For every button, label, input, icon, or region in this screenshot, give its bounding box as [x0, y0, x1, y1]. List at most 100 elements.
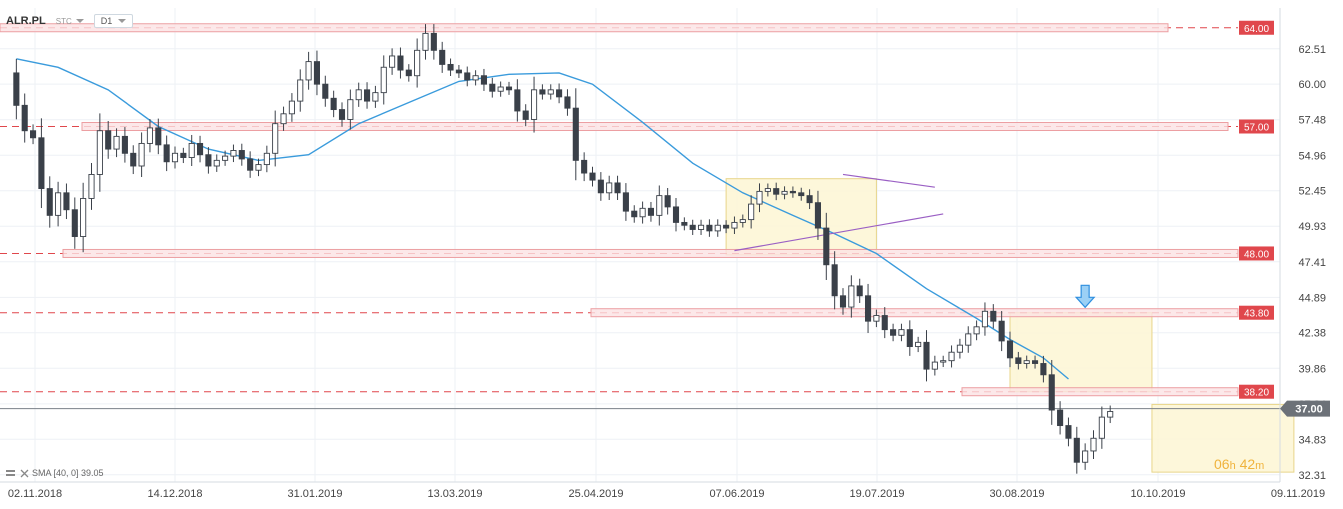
candle-body	[180, 152, 187, 158]
level-label-bg	[1239, 305, 1274, 320]
candle-body	[856, 285, 863, 297]
close-icon[interactable]	[20, 469, 29, 478]
candle-body	[1006, 340, 1014, 359]
candle-body	[614, 182, 621, 194]
candle	[447, 58, 454, 76]
candle-body	[773, 188, 780, 195]
candle	[622, 183, 629, 221]
candle	[505, 81, 513, 95]
candle-body	[171, 152, 179, 163]
candle-body	[622, 192, 629, 212]
candle	[13, 58, 20, 120]
candle-body	[105, 130, 112, 150]
timeframe-dropdown[interactable]: D1	[93, 14, 134, 28]
candle-body	[155, 127, 162, 146]
candle-body	[113, 135, 120, 150]
candle	[464, 66, 471, 87]
candle	[171, 146, 179, 169]
candle	[798, 187, 805, 201]
candle-body	[723, 224, 730, 229]
candle	[739, 214, 746, 228]
candle-body	[672, 206, 680, 223]
zone	[1151, 403, 1295, 473]
candle	[338, 102, 346, 127]
candle	[288, 93, 295, 122]
candle	[55, 181, 62, 227]
candle	[589, 166, 596, 187]
candle-body	[389, 55, 396, 68]
candle-body	[865, 295, 872, 322]
candle-body	[364, 89, 371, 102]
candle-body	[464, 72, 471, 81]
candle	[188, 134, 195, 166]
level-band	[0, 23, 1169, 33]
candle	[38, 118, 45, 209]
symbol-label[interactable]: ALR.PL	[6, 15, 46, 27]
candle-body	[414, 49, 421, 77]
bars-icon[interactable]	[6, 469, 17, 478]
candle-body	[255, 164, 262, 171]
candle-body	[1057, 409, 1064, 427]
candle	[1015, 351, 1022, 370]
candle-body	[338, 109, 346, 120]
candle-body	[589, 172, 596, 181]
candle-body	[698, 224, 705, 230]
y-tick-label: 57.48	[1298, 115, 1326, 127]
candle	[1065, 417, 1072, 447]
level-label-bg	[1239, 20, 1274, 35]
candle	[865, 283, 872, 334]
y-tick-label: 49.93	[1298, 221, 1326, 233]
x-tick-label: 09.11.2019	[1271, 488, 1325, 500]
candle	[814, 190, 821, 240]
candle-body	[714, 224, 721, 232]
candle-body	[823, 227, 830, 266]
candle-body	[322, 83, 329, 99]
candle	[731, 216, 738, 234]
candle-body	[990, 310, 997, 322]
candle	[297, 69, 304, 112]
candle	[489, 77, 496, 98]
candle-body	[13, 72, 20, 106]
candle	[856, 278, 863, 303]
candle	[330, 90, 337, 118]
candle-body	[881, 315, 888, 331]
candle-body	[163, 144, 170, 163]
candle-body	[330, 97, 337, 111]
candle	[389, 48, 396, 75]
candle-body	[890, 329, 897, 336]
candle-body	[288, 100, 295, 115]
candle-body	[581, 159, 588, 174]
candle-body	[489, 83, 496, 92]
candle-body	[63, 192, 70, 211]
level-label: 64.00	[1239, 20, 1274, 35]
arrow-shape	[1074, 284, 1096, 309]
candle	[564, 89, 571, 116]
level-band	[590, 308, 1239, 318]
candle	[873, 309, 880, 328]
candle	[430, 24, 437, 60]
chevron-down-icon	[75, 19, 84, 23]
candle	[948, 345, 955, 368]
candle	[1098, 406, 1105, 449]
level-label-bg	[1239, 246, 1274, 261]
candle	[372, 85, 379, 108]
candle	[196, 135, 204, 163]
candle-body	[439, 49, 446, 65]
candle	[522, 104, 529, 127]
x-tick-label: 19.07.2019	[849, 488, 904, 500]
candle	[698, 219, 705, 235]
candle-body	[1023, 360, 1030, 364]
candle	[1031, 355, 1039, 369]
candle-body	[263, 152, 270, 166]
candle	[497, 81, 504, 97]
candle	[322, 75, 329, 107]
sma-legend: SMA [40, 0] 39.05	[6, 468, 104, 478]
candle	[890, 323, 897, 342]
stc-dropdown[interactable]: STC	[56, 17, 84, 26]
x-tick-label: 14.12.2018	[147, 488, 202, 500]
candle-body	[631, 210, 638, 218]
candle	[105, 120, 112, 159]
arrow-down-icon	[1074, 284, 1096, 309]
candle	[614, 175, 621, 200]
